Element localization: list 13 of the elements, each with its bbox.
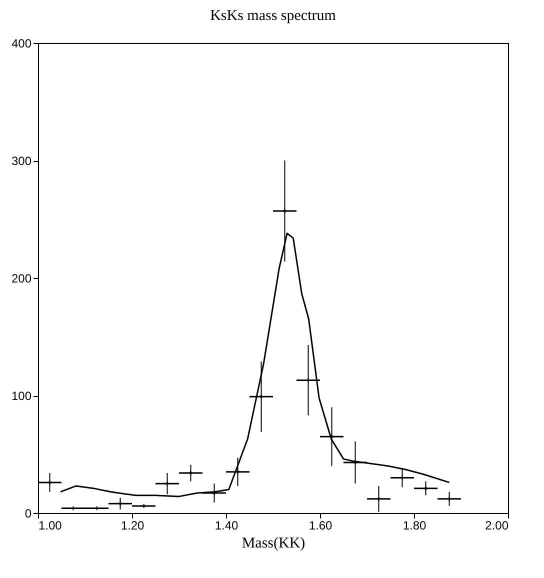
- x-axis-title: Mass(KK): [242, 536, 306, 552]
- x-tick-label: 1.00: [38, 518, 62, 532]
- x-tick-label: 1.20: [120, 518, 144, 532]
- y-tick-label: 100: [11, 389, 32, 403]
- x-tick-label: 1.40: [214, 518, 238, 532]
- chart-title: KsKs mass spectrum: [210, 8, 336, 24]
- y-tick-label: 200: [11, 272, 32, 286]
- x-tick-label: 1.60: [308, 518, 332, 532]
- y-tick-label: 400: [11, 36, 32, 50]
- y-tick-label: 0: [24, 506, 32, 520]
- x-tick-label: 1.80: [402, 518, 426, 532]
- y-tick-label: 300: [11, 154, 32, 168]
- x-tick-label: 2.00: [485, 518, 509, 532]
